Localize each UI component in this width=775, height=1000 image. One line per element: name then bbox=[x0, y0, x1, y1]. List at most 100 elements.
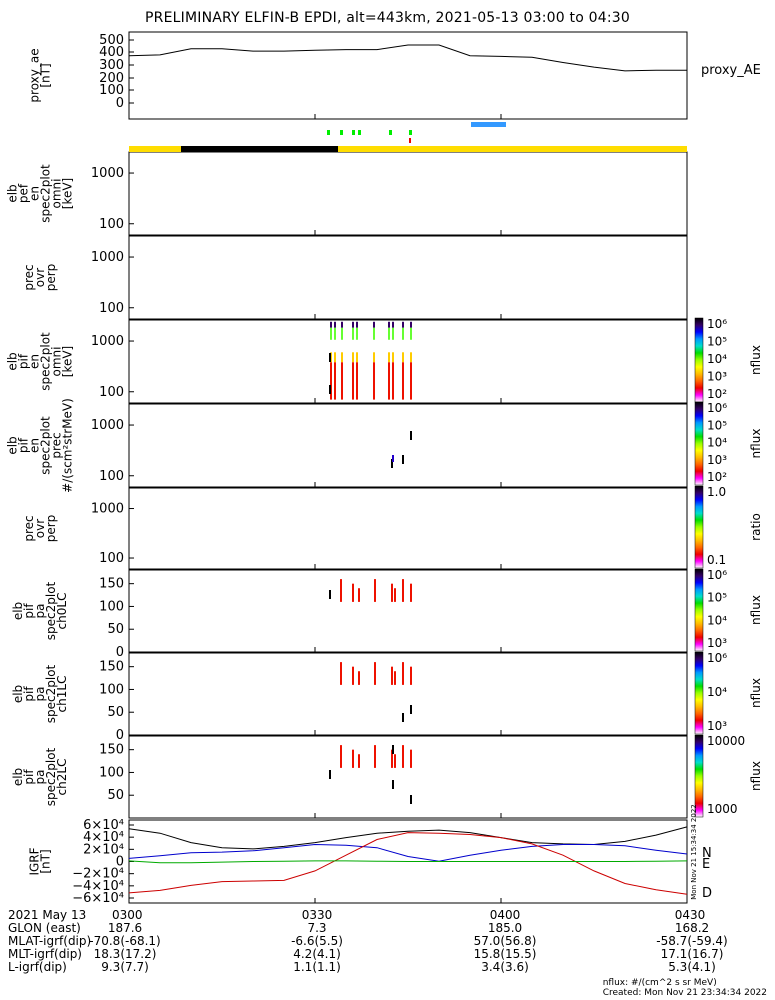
spec-cell bbox=[352, 321, 354, 328]
colorbar bbox=[694, 401, 704, 486]
panel-frame-ch2 bbox=[128, 735, 688, 819]
spec-cell bbox=[388, 321, 390, 328]
spec-cell bbox=[334, 352, 336, 363]
ytick-label: 6×10⁴ bbox=[83, 818, 124, 833]
spec-cell bbox=[388, 362, 390, 400]
ylabel-line: IGRF bbox=[28, 847, 42, 875]
spec-cell bbox=[329, 590, 331, 599]
footer-cell: 187.6 bbox=[107, 921, 143, 935]
ylabel-line: elb bbox=[6, 352, 20, 370]
spec-cell bbox=[358, 754, 360, 768]
spec-cell bbox=[352, 583, 354, 602]
colorbar-tick: 10³ bbox=[707, 719, 727, 733]
spec-cell bbox=[391, 749, 393, 768]
panel-frame-pef bbox=[128, 151, 688, 236]
colorbar-tick: 10000 bbox=[707, 734, 745, 748]
sci-zone-marker bbox=[389, 130, 392, 135]
ylabel-line: prec bbox=[50, 432, 64, 458]
colorbar-tick: 1.0 bbox=[707, 485, 726, 499]
proxy-ae-right-label: proxy_AE bbox=[701, 63, 761, 78]
spec-cell bbox=[374, 662, 376, 685]
ytick-label: −4×10⁴ bbox=[72, 879, 124, 894]
spec-cell bbox=[352, 749, 354, 768]
sci-zone-marker bbox=[471, 122, 506, 127]
footer-cell: -6.6(5.5) bbox=[291, 934, 343, 948]
ylabel-line: spec2plot bbox=[44, 747, 58, 806]
colorbar-tick: 10⁵ bbox=[707, 335, 727, 349]
shadow-bar bbox=[181, 146, 338, 152]
ytick-label: 400 bbox=[99, 45, 124, 60]
spec-cell bbox=[352, 327, 354, 340]
ytick-label: 2×10⁴ bbox=[83, 842, 124, 857]
ylabel-line: [nT] bbox=[39, 63, 53, 87]
ytick-label: 100 bbox=[99, 599, 124, 614]
panel-frame-ch1 bbox=[128, 652, 688, 736]
spec-cell bbox=[373, 327, 375, 340]
ylabel-line: prec bbox=[22, 515, 36, 541]
ytick-label: 0 bbox=[116, 855, 124, 870]
footer-cell: 15.8(15.5) bbox=[473, 947, 537, 961]
colorbar-tick: 10³ bbox=[707, 453, 727, 467]
spec-cell bbox=[410, 666, 412, 685]
ytick-label: 200 bbox=[99, 71, 124, 86]
spec-cell bbox=[392, 327, 394, 340]
colorbar-label: nflux bbox=[749, 595, 763, 625]
colorbar-tick: 10⁶ bbox=[707, 568, 727, 582]
spec-cell bbox=[334, 327, 336, 340]
spec-cell bbox=[334, 362, 336, 400]
spec-cell bbox=[391, 666, 393, 685]
ylabel-line: spec2plot bbox=[39, 416, 53, 475]
sci-zone-marker bbox=[352, 130, 355, 135]
ytick-label: 50 bbox=[107, 705, 124, 720]
sci-zone-marker bbox=[340, 130, 343, 135]
ylabel-line: pa bbox=[33, 604, 47, 619]
spec-cell bbox=[356, 362, 358, 400]
colorbar-label: ratio bbox=[749, 513, 763, 541]
sci-zone-marker bbox=[409, 130, 412, 135]
spec-cell bbox=[329, 770, 331, 779]
colorbar-label: nflux bbox=[749, 761, 763, 791]
footer-cell: 3.4(3.6) bbox=[481, 960, 529, 974]
colorbar-tick: 10⁴ bbox=[707, 436, 727, 450]
spec-cell bbox=[341, 321, 343, 328]
panel-frame-pifprec bbox=[128, 403, 688, 488]
colorbar-label: nflux bbox=[749, 429, 763, 459]
panel-labels: 5004003002001000proxy_ae[nT]1000100elbpe… bbox=[6, 33, 761, 906]
colorbar-timestamp: Mon Nov 21 15:34:34 2022 bbox=[690, 804, 698, 899]
ytick-label: 100 bbox=[99, 217, 124, 232]
footer-cell: 0430 bbox=[674, 908, 706, 922]
spec-cell bbox=[341, 327, 343, 340]
footer-cell: 168.2 bbox=[674, 921, 710, 935]
spec-cell bbox=[410, 362, 412, 400]
spec-cell bbox=[341, 362, 343, 400]
spec-cell bbox=[352, 362, 354, 400]
ytick-label: −6×10⁴ bbox=[72, 891, 124, 906]
footer-row-label: L-igrf(dip) bbox=[8, 960, 67, 974]
spec-cell bbox=[402, 455, 404, 464]
ytick-label: 50 bbox=[107, 788, 124, 803]
spec-cell bbox=[392, 321, 394, 328]
ytick-label: 150 bbox=[99, 743, 124, 758]
sci-zone-marker bbox=[409, 138, 411, 143]
panel-frame-ratio bbox=[128, 487, 688, 570]
spec-cell bbox=[340, 579, 342, 602]
panel-frame-pefprec bbox=[128, 235, 688, 320]
spec-cell bbox=[334, 321, 336, 328]
colorbar-tick: 10⁴ bbox=[707, 613, 727, 627]
ylabel-line: prec bbox=[22, 264, 36, 290]
ylabel-line: pif bbox=[22, 603, 36, 619]
spec-cell bbox=[356, 352, 358, 363]
ytick-label: 100 bbox=[99, 682, 124, 697]
spec-cell bbox=[358, 671, 360, 685]
footer-cell: 9.3(7.7) bbox=[101, 960, 149, 974]
spec-cell bbox=[410, 749, 412, 768]
footer-cell: 1.1(1.1) bbox=[293, 960, 341, 974]
ylabel-line: perp bbox=[44, 264, 58, 292]
ylabel-line: en bbox=[28, 354, 42, 369]
spec-cell bbox=[352, 352, 354, 363]
igrf-component-label: N bbox=[702, 846, 712, 861]
colorbar-tick: 10² bbox=[707, 470, 727, 484]
ylabel-line: elb bbox=[11, 768, 25, 786]
colorbar-tick: 1000 bbox=[707, 802, 738, 816]
footer-note: nflux: #/(cm^2 s sr MeV) Created: Mon No… bbox=[603, 978, 767, 998]
